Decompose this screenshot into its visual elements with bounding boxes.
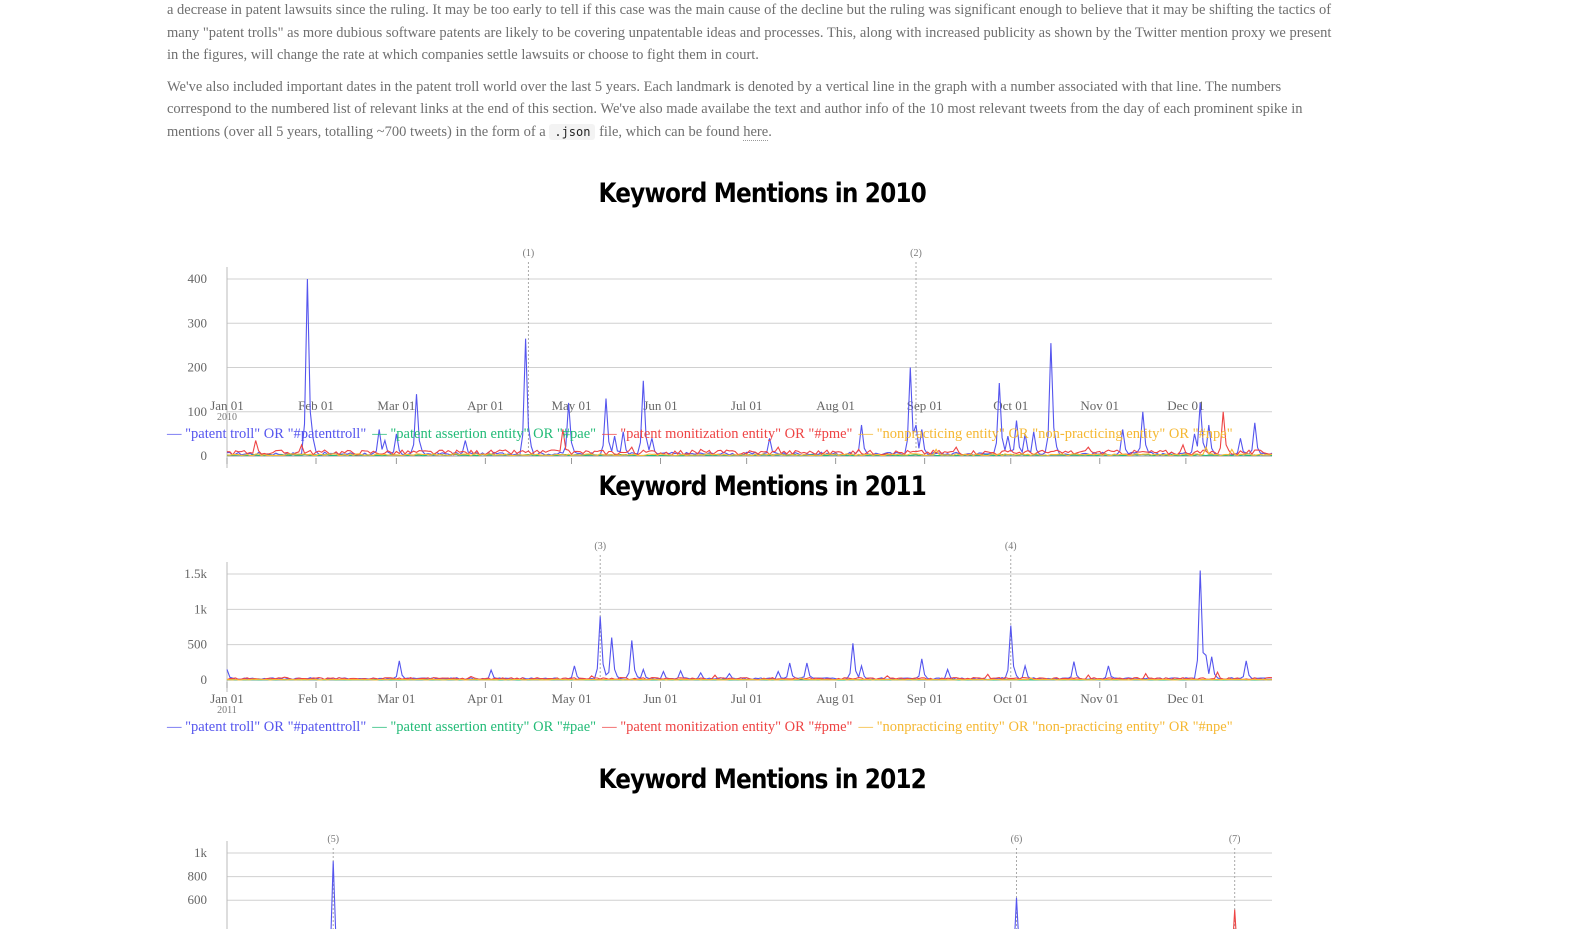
paragraph-intro: a decrease in patent lawsuits since the … <box>167 0 1337 67</box>
y-tick-label: 500 <box>188 637 208 652</box>
y-tick-label: 400 <box>188 271 208 286</box>
x-tick-label: Feb 01 <box>298 398 334 413</box>
series-line <box>227 672 1272 679</box>
legend-item: — "patent assertion entity" OR "#pae" <box>372 426 596 442</box>
x-tick-label: May 01 <box>551 691 591 706</box>
x-tick-label: Jun 01 <box>643 691 677 706</box>
y-tick-label: 1.5k <box>184 566 207 581</box>
landmark-label: (2) <box>910 248 922 259</box>
legend-item: — "patent monitization entity" OR "#pme" <box>602 719 852 735</box>
landmark-label: (6) <box>1011 834 1023 845</box>
chart-2011-plot: 0 500 1k 1.5k Jan 01 Feb 01 Mar 01 Apr 01 May 01… <box>0 541 1581 741</box>
paragraph-landmarks: We've also included important dates in t… <box>167 76 1337 144</box>
legend-item: — "patent monitization entity" OR "#pme" <box>602 426 852 442</box>
legend-2010: — "patent troll" OR "#patenttroll" — "pat… <box>167 426 1239 443</box>
x-tick-label: Jun 01 <box>643 398 677 413</box>
landmark-label: (5) <box>327 834 339 845</box>
x-tick-label: Jan 01 <box>210 398 244 413</box>
y-tick-label: 1k <box>194 845 208 860</box>
y-tick-label: 200 <box>188 360 208 375</box>
x-tick-label: Jul 01 <box>731 691 762 706</box>
x-tick-label: Mar 01 <box>377 691 415 706</box>
x-tick-label: Nov 01 <box>1080 398 1119 413</box>
y-tick-label: 0 <box>201 448 208 463</box>
chart-title-2010: Keyword Mentions in 2010 <box>251 178 1274 209</box>
y-tick-label: 0 <box>201 672 208 687</box>
series-line <box>227 861 1272 929</box>
paragraph-landmarks-middle: file, which can be found <box>595 124 743 140</box>
legend-item: — "patent troll" OR "#patenttroll" <box>167 426 366 442</box>
y-tick-label: 300 <box>188 315 208 330</box>
landmark-label: (7) <box>1229 834 1241 845</box>
landmark-label: (3) <box>594 541 606 552</box>
x-tick-label: Feb 01 <box>298 691 334 706</box>
x-tick-label: Mar 01 <box>377 398 415 413</box>
series-line <box>227 910 1272 929</box>
chart-2010-plot: 0100200300400Jan 01Feb 01Mar 01Apr 01May… <box>0 248 1581 448</box>
y-tick-label: 600 <box>188 892 208 907</box>
y-tick-label: 100 <box>188 404 208 419</box>
legend-item: — "patent assertion entity" OR "#pae" <box>372 719 596 735</box>
chart-title-2012: Keyword Mentions in 2012 <box>251 764 1274 795</box>
chart-2012-plot: 600 800 1k (5) (6) (7) <box>0 834 1581 929</box>
x-tick-label: Jan 01 <box>210 691 244 706</box>
year-label: 2010 <box>217 412 237 423</box>
chart-title-2011: Keyword Mentions in 2011 <box>251 471 1274 502</box>
article-text: a decrease in patent lawsuits since the … <box>167 0 1337 152</box>
paragraph-landmarks-end: . <box>768 124 772 140</box>
legend-item: — "patent troll" OR "#patenttroll" <box>167 719 366 735</box>
x-tick-label: Jul 01 <box>731 398 762 413</box>
legend-2011: — "patent troll" OR "#patenttroll" — "pat… <box>167 719 1239 736</box>
x-tick-label: May 01 <box>551 398 591 413</box>
x-tick-label: Aug 01 <box>816 398 855 413</box>
landmark-label: (4) <box>1005 541 1017 552</box>
x-tick-label: Dec 01 <box>1167 398 1204 413</box>
x-tick-label: Oct 01 <box>993 691 1028 706</box>
x-tick-label: Nov 01 <box>1080 691 1119 706</box>
landmark-label: (1) <box>523 248 535 259</box>
year-label: 2011 <box>217 705 237 716</box>
x-tick-label: Sep 01 <box>907 691 943 706</box>
x-tick-label: Dec 01 <box>1167 691 1204 706</box>
y-tick-label: 800 <box>188 869 208 884</box>
x-tick-label: Aug 01 <box>816 691 855 706</box>
legend-item: — "nonpracticing entity" OR "non-practic… <box>858 426 1232 442</box>
x-tick-label: Apr 01 <box>467 398 503 413</box>
x-tick-label: Apr 01 <box>467 691 503 706</box>
json-download-link[interactable]: here <box>743 124 768 141</box>
legend-item: — "nonpracticing entity" OR "non-practic… <box>858 719 1232 735</box>
json-code-label: .json <box>549 124 595 140</box>
series-line <box>227 571 1272 680</box>
y-tick-label: 1k <box>194 601 208 616</box>
